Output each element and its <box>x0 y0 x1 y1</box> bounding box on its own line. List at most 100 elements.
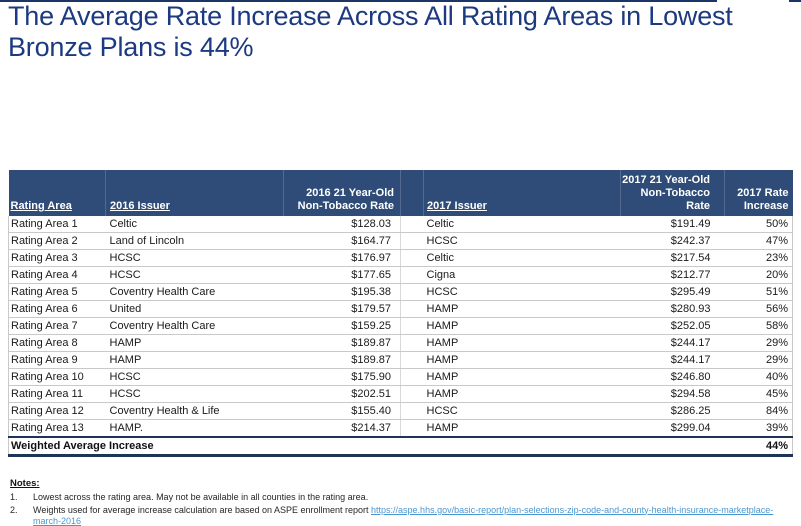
rate-2016-cell: $179.57 <box>283 300 401 318</box>
note-text: Lowest across the rating area. May not b… <box>33 492 369 502</box>
rate-increase-cell: 56% <box>724 300 793 318</box>
table-header-row: Rating Area 2016 Issuer 2016 21 Year-Old… <box>8 170 793 216</box>
rate-increase-cell: 50% <box>724 216 793 233</box>
top-border-line-fragment <box>789 0 801 2</box>
rate-2016-cell: $155.40 <box>283 402 401 420</box>
table-row: Rating Area 6 United $179.57 HAMP $280.9… <box>8 300 793 318</box>
table-row: Rating Area 9 HAMP $189.87 HAMP $244.17 … <box>8 351 793 369</box>
weighted-average-row: Weighted Average Increase 44% <box>8 436 793 457</box>
spacer-cell <box>400 249 424 267</box>
rate-2017-cell: $246.80 <box>620 368 725 386</box>
issuer-2016-cell: HAMP <box>105 351 284 369</box>
rating-area-cell: Rating Area 4 <box>8 266 106 284</box>
issuer-2017-cell: Celtic <box>423 249 621 267</box>
rate-2017-cell: $299.04 <box>620 419 725 438</box>
rate-increase-cell: 20% <box>724 266 793 284</box>
note-item: 2. Weights used for average increase cal… <box>10 505 788 526</box>
issuer-2017-cell: HAMP <box>423 351 621 369</box>
rate-increase-cell: 39% <box>724 419 793 438</box>
issuer-2016-cell: HCSC <box>105 249 284 267</box>
rate-increase-cell: 51% <box>724 283 793 301</box>
issuer-2016-cell: HCSC <box>105 266 284 284</box>
table-row: Rating Area 12 Coventry Health & Life $1… <box>8 402 793 420</box>
spacer-cell <box>400 300 424 318</box>
issuer-2016-cell: Coventry Health Care <box>105 317 284 335</box>
table-row: Rating Area 10 HCSC $175.90 HAMP $246.80… <box>8 368 793 386</box>
issuer-2016-cell: Coventry Health Care <box>105 283 284 301</box>
rating-area-cell: Rating Area 10 <box>8 368 106 386</box>
rate-2017-cell: $295.49 <box>620 283 725 301</box>
rate-2016-cell: $195.38 <box>283 283 401 301</box>
rating-area-cell: Rating Area 6 <box>8 300 106 318</box>
issuer-2017-cell: HAMP <box>423 317 621 335</box>
weighted-average-value: 44% <box>724 436 793 457</box>
issuer-2016-cell: HCSC <box>105 385 284 403</box>
rate-increase-cell: 29% <box>724 334 793 352</box>
rate-2016-cell: $177.65 <box>283 266 401 284</box>
rate-2016-cell: $175.90 <box>283 368 401 386</box>
table-body: Rating Area 1 Celtic $128.03 Celtic $191… <box>8 216 793 438</box>
rating-area-cell: Rating Area 5 <box>8 283 106 301</box>
aspe-report-link[interactable]: https://aspe.hhs.gov/basic-report/plan-s… <box>33 504 774 526</box>
rate-2016-cell: $189.87 <box>283 334 401 352</box>
rate-2017-cell: $252.05 <box>620 317 725 335</box>
notes-heading: Notes: <box>10 478 40 489</box>
issuer-2016-cell: United <box>105 300 284 318</box>
rate-2016-cell: $176.97 <box>283 249 401 267</box>
note-item: 1. Lowest across the rating area. May no… <box>10 492 788 504</box>
spacer-cell <box>400 317 424 335</box>
rate-increase-cell: 58% <box>724 317 793 335</box>
issuer-2017-cell: HCSC <box>423 402 621 420</box>
rating-area-cell: Rating Area 13 <box>8 419 106 438</box>
note-text: Weights used for average increase calcul… <box>33 504 774 526</box>
rate-comparison-table: Rating Area 2016 Issuer 2016 21 Year-Old… <box>8 170 793 457</box>
issuer-2016-cell: HAMP. <box>105 419 284 438</box>
issuer-2017-cell: HCSC <box>423 283 621 301</box>
table-row: Rating Area 4 HCSC $177.65 Cigna $212.77… <box>8 266 793 284</box>
table-row: Rating Area 13 HAMP. $214.37 HAMP $299.0… <box>8 419 793 438</box>
rate-2017-cell: $191.49 <box>620 216 725 233</box>
issuer-2017-cell: HAMP <box>423 300 621 318</box>
spacer-cell <box>400 368 424 386</box>
issuer-2017-cell: HCSC <box>423 232 621 250</box>
column-header-2016-rate: 2016 21 Year-Old Non-Tobacco Rate <box>283 170 401 216</box>
rate-2017-cell: $212.77 <box>620 266 725 284</box>
rate-2016-cell: $189.87 <box>283 351 401 369</box>
issuer-2017-cell: Celtic <box>423 216 621 233</box>
table-row: Rating Area 1 Celtic $128.03 Celtic $191… <box>8 216 793 233</box>
column-header-spacer <box>400 170 424 216</box>
rate-2016-cell: $159.25 <box>283 317 401 335</box>
issuer-2017-cell: HAMP <box>423 368 621 386</box>
spacer-cell <box>400 334 424 352</box>
issuer-2016-cell: HCSC <box>105 368 284 386</box>
rate-increase-cell: 45% <box>724 385 793 403</box>
rate-2017-cell: $286.25 <box>620 402 725 420</box>
table-row: Rating Area 7 Coventry Health Care $159.… <box>8 317 793 335</box>
spacer-cell <box>400 216 424 233</box>
spacer-cell <box>400 283 424 301</box>
spacer-cell <box>400 385 424 403</box>
spacer-cell <box>400 419 424 438</box>
column-header-2017-rate: 2017 21 Year-Old Non-Tobacco Rate <box>620 170 725 216</box>
table-row: Rating Area 11 HCSC $202.51 HAMP $294.58… <box>8 385 793 403</box>
rating-area-cell: Rating Area 9 <box>8 351 106 369</box>
rate-2017-cell: $244.17 <box>620 334 725 352</box>
issuer-2017-cell: HAMP <box>423 334 621 352</box>
rate-increase-cell: 23% <box>724 249 793 267</box>
rating-area-cell: Rating Area 1 <box>8 216 106 233</box>
rate-2017-cell: $244.17 <box>620 351 725 369</box>
rating-area-cell: Rating Area 11 <box>8 385 106 403</box>
issuer-2016-cell: HAMP <box>105 334 284 352</box>
rate-2016-cell: $164.77 <box>283 232 401 250</box>
table-row: Rating Area 3 HCSC $176.97 Celtic $217.5… <box>8 249 793 267</box>
column-header-2017-issuer: 2017 Issuer <box>423 170 621 216</box>
rating-area-cell: Rating Area 2 <box>8 232 106 250</box>
column-header-2016-issuer: 2016 Issuer <box>105 170 284 216</box>
issuer-2016-cell: Celtic <box>105 216 284 233</box>
rate-increase-cell: 40% <box>724 368 793 386</box>
issuer-2017-cell: Cigna <box>423 266 621 284</box>
rate-increase-cell: 84% <box>724 402 793 420</box>
column-header-rating-area: Rating Area <box>8 170 106 216</box>
spacer-cell <box>400 351 424 369</box>
